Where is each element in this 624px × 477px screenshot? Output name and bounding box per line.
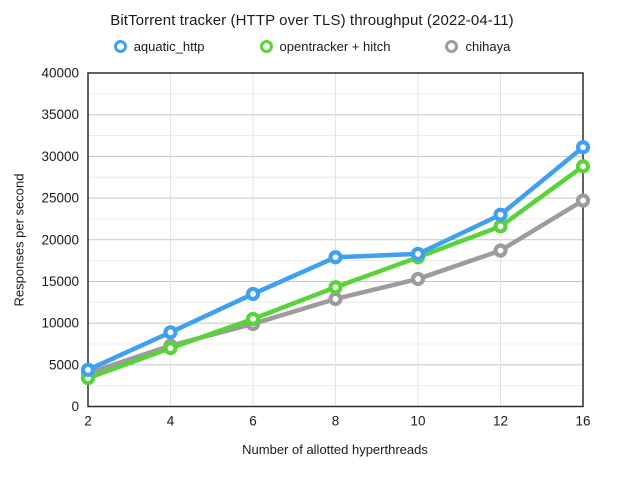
svg-text:5000: 5000 [49,357,79,372]
svg-text:4: 4 [167,414,175,429]
svg-text:2: 2 [84,414,92,429]
svg-text:8: 8 [332,414,340,429]
svg-text:12: 12 [493,414,508,429]
svg-text:6: 6 [249,414,257,429]
svg-text:16: 16 [575,414,590,429]
legend-marker-opentracker-hitch-icon [259,40,273,53]
svg-text:35000: 35000 [41,107,79,122]
y-axis-title: Responses per second [11,173,27,307]
svg-text:25000: 25000 [41,191,79,206]
legend-item-opentracker-hitch: opentracker + hitch [259,39,391,54]
svg-text:30000: 30000 [41,149,79,164]
legend-label-opentracker-hitch: opentracker + hitch [279,39,391,54]
legend-item-chihaya: chihaya [445,39,510,54]
svg-text:20000: 20000 [41,232,79,247]
legend-marker-aquatic-http-icon [113,40,127,53]
legend-marker-chihaya-icon [445,40,459,53]
svg-text:10000: 10000 [41,316,79,331]
chart-title: BitTorrent tracker (HTTP over TLS) throu… [110,12,514,29]
legend-label-chihaya: chihaya [465,39,511,54]
x-axis-title: Number of allotted hyperthreads [242,442,428,457]
legend-item-aquatic-http: aquatic_http [113,39,205,54]
svg-text:10: 10 [410,414,425,429]
legend-label-aquatic-http: aquatic_http [133,39,205,54]
chart-legend: aquatic_http opentracker + hitch chihaya [0,39,624,54]
svg-text:15000: 15000 [41,274,79,289]
svg-text:40000: 40000 [41,66,79,81]
svg-text:0: 0 [71,399,79,414]
